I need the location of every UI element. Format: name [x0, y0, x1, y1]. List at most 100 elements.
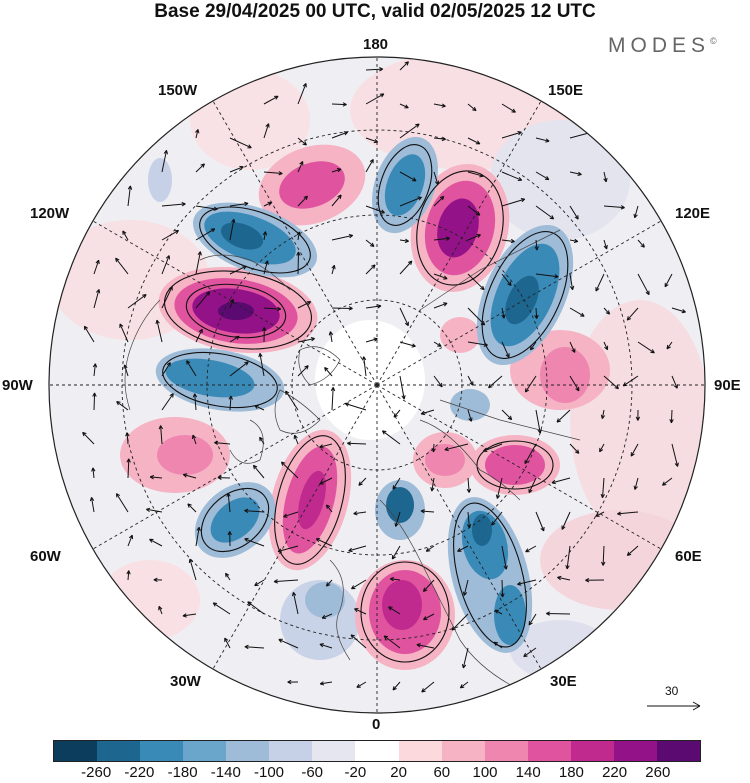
wind-arrow — [467, 307, 486, 326]
wind-arrow — [161, 150, 168, 173]
wind-arrow — [89, 497, 95, 513]
wind-arrow — [158, 425, 164, 445]
wind-arrow — [229, 299, 235, 309]
wind-arrow — [195, 328, 203, 343]
wind-arrow — [278, 638, 299, 649]
wind-arrow — [161, 393, 174, 411]
wind-arrow — [348, 545, 367, 553]
colorbar-tick-label: -260 — [81, 764, 112, 781]
colorbar-tick-label: -20 — [344, 764, 367, 781]
wind-arrow — [225, 572, 231, 581]
wind-arrow — [569, 205, 579, 220]
wind-arrow — [262, 231, 268, 241]
wind-arrow — [331, 264, 336, 275]
wind-arrow — [254, 405, 265, 411]
wind-arrow — [603, 307, 611, 315]
wind-arrow — [501, 131, 522, 139]
wind-arrow — [192, 393, 198, 411]
wind-arrow — [365, 239, 375, 247]
graticule — [49, 57, 705, 713]
wind-arrow — [501, 103, 516, 113]
wind-arrow — [524, 375, 537, 393]
wind-arrow — [283, 511, 299, 518]
wind-arrow — [399, 341, 416, 348]
wind-arrow — [229, 265, 247, 275]
wind-arrow — [601, 545, 606, 566]
wind-arrow — [155, 319, 163, 343]
wind-arrow — [529, 341, 537, 351]
colorbar-tick-label: 100 — [472, 764, 498, 781]
wind-arrow — [399, 103, 409, 109]
wind-arrow — [297, 161, 304, 173]
wind-arrow — [534, 239, 539, 251]
wind-arrow — [556, 409, 571, 423]
wind-arrow — [229, 361, 249, 377]
wind-arrow — [467, 273, 485, 291]
colorbar-swatch — [484, 741, 528, 761]
wind-arrow — [83, 325, 95, 343]
wind-arrow — [296, 251, 301, 275]
wind-arrow — [244, 644, 265, 650]
colorbar-swatch — [140, 741, 184, 761]
wind-arrow — [461, 647, 469, 669]
colorbar-tick-label: -140 — [210, 764, 241, 781]
wind-arrow — [93, 289, 101, 309]
wind-arrow — [603, 375, 619, 390]
wind-arrow — [495, 477, 503, 499]
wind-arrow — [451, 613, 469, 631]
wind-arrow — [356, 681, 367, 688]
wind-arrow — [161, 255, 170, 275]
wind-arrow — [263, 171, 283, 176]
wind-arrow — [551, 477, 571, 485]
wind-arrow — [466, 477, 472, 493]
wind-arrow — [600, 477, 605, 499]
colorbar-swatch — [54, 741, 98, 761]
label-150w: 150W — [158, 82, 198, 99]
wind-arrow — [263, 201, 272, 207]
wind-arrow — [523, 647, 537, 658]
wind-arrow — [501, 198, 526, 207]
wind-arrow — [296, 231, 301, 241]
wind-arrow — [569, 273, 575, 291]
wind-arrow — [224, 637, 231, 649]
label-30e: 30E — [550, 673, 577, 690]
wind-arrow — [493, 641, 503, 649]
reference-vector-icon — [647, 701, 701, 711]
wind-arrow — [599, 443, 605, 453]
colorbar-swatch — [226, 741, 270, 761]
wind-arrow — [421, 681, 435, 693]
wind-arrow — [444, 443, 469, 452]
wind-arrow — [595, 273, 605, 292]
wind-arrow — [535, 205, 555, 220]
wind-arrow — [297, 137, 307, 146]
wind-arrow — [501, 171, 523, 181]
wind-arrow — [287, 679, 299, 685]
modes-logo: MODES© — [608, 34, 717, 58]
wind-arrow — [501, 341, 510, 358]
wind-arrow — [669, 409, 674, 424]
wind-arrow — [229, 335, 240, 343]
wind-arrow — [331, 168, 342, 173]
colorbar-swatch — [269, 741, 313, 761]
wind-arrow — [293, 434, 299, 445]
wind-arrow — [149, 475, 163, 480]
colorbar-tick-label: 60 — [433, 764, 451, 781]
wind-arrow — [321, 613, 333, 619]
wind-arrow — [392, 477, 401, 490]
wind-arrow — [534, 307, 539, 319]
wind-arrow — [661, 477, 673, 486]
label-60e: 60E — [675, 548, 702, 565]
wind-arrow — [383, 635, 401, 649]
colorbar-tick-label: -220 — [124, 764, 155, 781]
wind-arrow — [361, 356, 367, 377]
wind-arrow — [127, 294, 147, 309]
wind-arrow — [116, 401, 129, 411]
wind-arrow — [324, 366, 333, 377]
wind-arrow — [617, 511, 639, 516]
colorbar-swatch — [527, 741, 571, 761]
wind-arrow — [319, 643, 333, 649]
wind-arrow — [637, 341, 655, 354]
wind-arrow — [433, 236, 450, 241]
label-60w: 60W — [30, 548, 61, 565]
label-30w: 30W — [170, 673, 201, 690]
